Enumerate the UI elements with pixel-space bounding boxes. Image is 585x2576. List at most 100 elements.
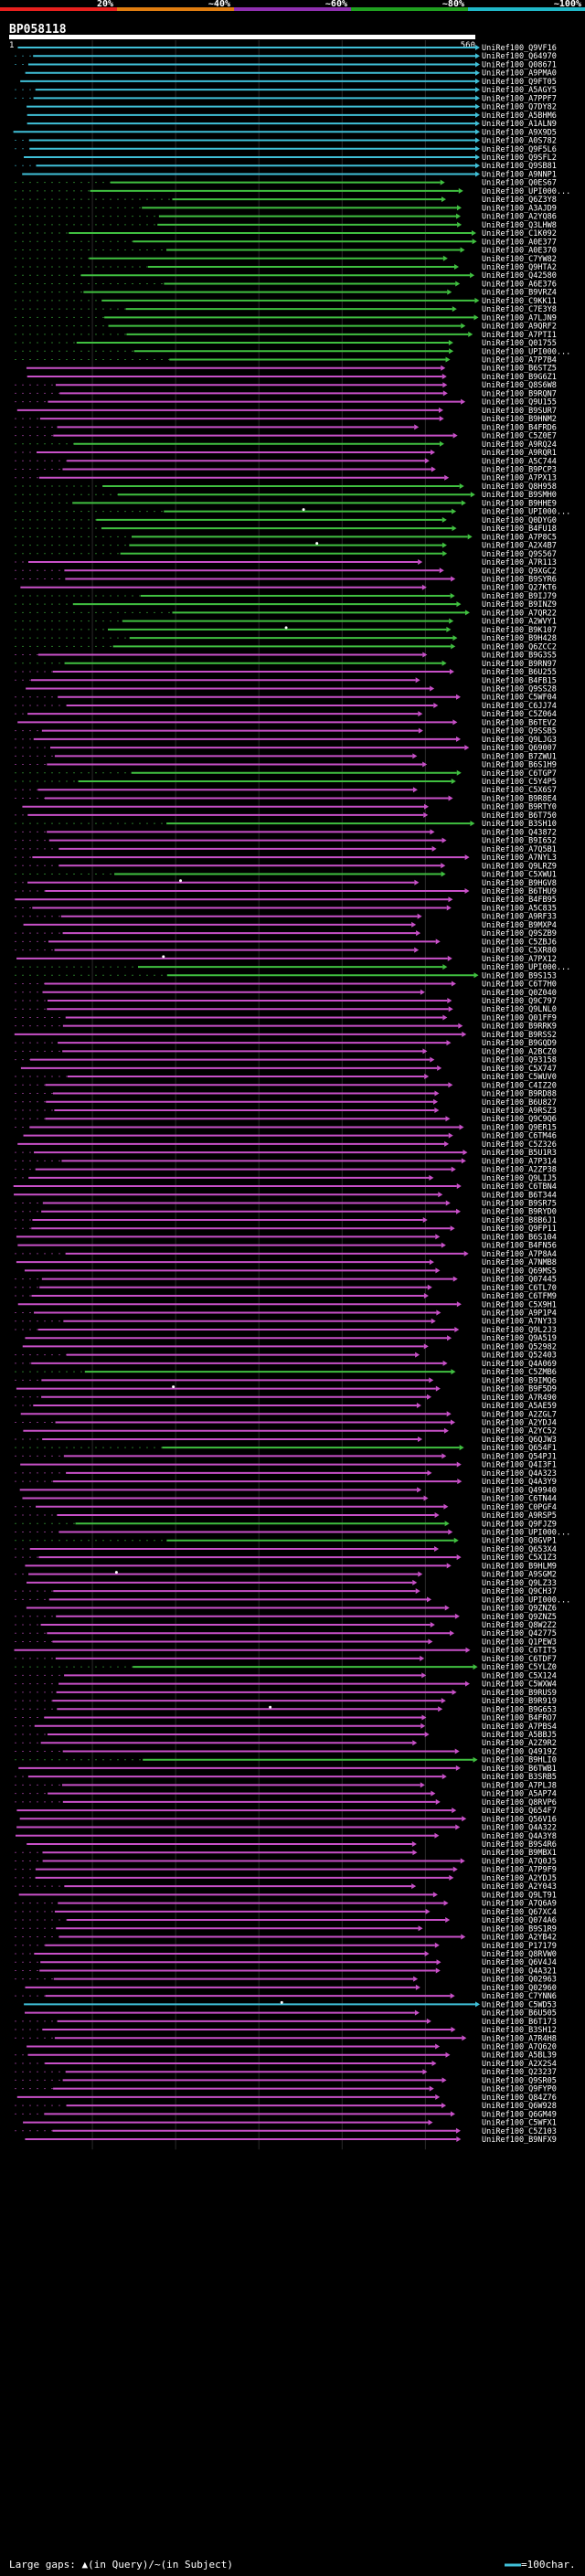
hit-label[interactable]: UniRef100_B6THU9 bbox=[482, 887, 557, 896]
hit-row[interactable]: UniRef100_Q02960 bbox=[25, 1984, 557, 1993]
hit-row[interactable]: UniRef100_C5X9H1 bbox=[17, 1300, 557, 1309]
hit-row[interactable]: UniRef100_Q9LJG3 bbox=[15, 736, 557, 745]
hit-label[interactable]: UniRef100_Q8GVP1 bbox=[482, 1537, 557, 1546]
hit-row[interactable]: UniRef100_Q52982 bbox=[22, 1342, 557, 1352]
hit-label[interactable]: UniRef100_Q9SS28 bbox=[482, 684, 557, 694]
hit-row[interactable]: UniRef100_Q42775 bbox=[15, 1629, 557, 1638]
hit-label[interactable]: UniRef100_Q3LHW8 bbox=[482, 221, 557, 230]
hit-label[interactable]: UniRef100_A9RSP5 bbox=[482, 1511, 557, 1521]
hit-row[interactable]: UniRef100_B6U505 bbox=[25, 2009, 557, 2019]
hit-row[interactable]: UniRef100_C5Y4P5 bbox=[15, 778, 557, 787]
hit-label[interactable]: UniRef100_B9K107 bbox=[482, 626, 557, 635]
hit-label[interactable]: UniRef100_Q654F1 bbox=[482, 1444, 557, 1453]
hit-row[interactable]: UniRef100_B4FB15 bbox=[15, 676, 557, 685]
hit-label[interactable]: UniRef100_A7QR22 bbox=[482, 609, 557, 618]
hit-row[interactable]: UniRef100_Q23237 bbox=[15, 2068, 557, 2077]
hit-row[interactable]: UniRef100_Q4A323 bbox=[15, 1469, 557, 1479]
hit-row[interactable]: UniRef100_A7PX12 bbox=[16, 955, 557, 964]
hit-label[interactable]: UniRef100_UPI000... bbox=[482, 1595, 570, 1605]
hit-row[interactable]: UniRef100_B4FN56 bbox=[17, 1242, 557, 1251]
hit-row[interactable]: UniRef100_Q01755 bbox=[15, 339, 557, 348]
hit-row[interactable]: UniRef100_A1ALN9 bbox=[27, 120, 557, 129]
hit-row[interactable]: UniRef100_B9MBX1 bbox=[15, 1849, 557, 1858]
hit-row[interactable]: UniRef100_A2YDJ5 bbox=[15, 1874, 557, 1883]
hit-row[interactable]: UniRef100_Q9LRZ9 bbox=[15, 862, 557, 871]
hit-row[interactable]: UniRef100_A7P7B4 bbox=[15, 356, 557, 366]
hit-label[interactable]: UniRef100_C5WD53 bbox=[482, 2000, 557, 2009]
hit-label[interactable]: UniRef100_B9RRK9 bbox=[482, 1023, 557, 1032]
hit-row[interactable]: UniRef100_Q01FF9 bbox=[15, 1013, 557, 1023]
hit-label[interactable]: UniRef100_Q9LT91 bbox=[482, 1891, 557, 1900]
hit-row[interactable]: UniRef100_Q84Z76 bbox=[16, 2094, 557, 2103]
hit-row[interactable]: UniRef100_A9PMA0 bbox=[25, 69, 557, 79]
hit-row[interactable]: UniRef100_Q0Z040 bbox=[15, 989, 557, 998]
hit-label[interactable]: UniRef100_C5ZMB6 bbox=[482, 1368, 557, 1377]
hit-label[interactable]: UniRef100_A2BCZ0 bbox=[482, 1047, 557, 1056]
hit-row[interactable]: UniRef100_Q8GVP1 bbox=[15, 1537, 557, 1546]
hit-label[interactable]: UniRef100_A0E377 bbox=[482, 238, 557, 247]
hit-row[interactable]: UniRef100_B9HGV8 bbox=[15, 879, 557, 888]
hit-label[interactable]: UniRef100_A9RF33 bbox=[482, 913, 557, 922]
hit-label[interactable]: UniRef100_A1ALN9 bbox=[482, 120, 557, 129]
hit-label[interactable]: UniRef100_C5ZBJ6 bbox=[482, 938, 557, 947]
hit-label[interactable]: UniRef100_Q49940 bbox=[482, 1486, 557, 1495]
hit-label[interactable]: UniRef100_A7PLJ8 bbox=[482, 1781, 557, 1790]
hit-row[interactable]: UniRef100_Q9LNL0 bbox=[15, 1005, 557, 1014]
hit-label[interactable]: UniRef100_Q9ER15 bbox=[482, 1123, 557, 1132]
hit-label[interactable]: UniRef100_Q4A322 bbox=[482, 1824, 557, 1833]
hit-label[interactable]: UniRef100_Q6GM49 bbox=[482, 2110, 557, 2119]
hit-row[interactable]: UniRef100_Q54PJ1 bbox=[15, 1452, 557, 1461]
hit-label[interactable]: UniRef100_A0S782 bbox=[482, 137, 557, 146]
hit-row[interactable]: UniRef100_UPI000... bbox=[15, 508, 570, 517]
hit-label[interactable]: UniRef100_A0E370 bbox=[482, 247, 557, 256]
hit-row[interactable]: UniRef100_B4FRD6 bbox=[15, 423, 557, 432]
hit-label[interactable]: UniRef100_Q42775 bbox=[482, 1629, 557, 1638]
hit-row[interactable]: UniRef100_C5ZMB6 bbox=[15, 1368, 557, 1377]
hit-row[interactable]: UniRef100_Q6ZCC2 bbox=[15, 642, 557, 652]
hit-label[interactable]: UniRef100_Q9L2J3 bbox=[482, 1326, 557, 1335]
hit-row[interactable]: UniRef100_A2YDJ4 bbox=[15, 1418, 557, 1427]
hit-label[interactable]: UniRef100_B4FB95 bbox=[482, 896, 557, 905]
hit-row[interactable]: UniRef100_Q49940 bbox=[19, 1486, 557, 1495]
hit-label[interactable]: UniRef100_Q9ZNZ6 bbox=[482, 1605, 557, 1614]
hit-label[interactable]: UniRef100_A7P314 bbox=[482, 1157, 557, 1166]
hit-label[interactable]: UniRef100_Q07445 bbox=[482, 1276, 557, 1285]
hit-label[interactable]: UniRef100_B9HNM2 bbox=[482, 415, 557, 424]
hit-label[interactable]: UniRef100_B9SR75 bbox=[482, 1200, 557, 1209]
hit-label[interactable]: UniRef100_Q9F5L6 bbox=[482, 145, 557, 154]
hit-label[interactable]: UniRef100_Q8H958 bbox=[482, 482, 557, 492]
hit-row[interactable]: UniRef100_B3SH12 bbox=[15, 2026, 557, 2035]
hit-row[interactable]: UniRef100_C5WUV0 bbox=[15, 1073, 557, 1082]
hit-row[interactable]: UniRef100_Q8H958 bbox=[15, 482, 557, 492]
hit-label[interactable]: UniRef100_B9G653 bbox=[482, 1705, 557, 1714]
hit-label[interactable]: UniRef100_Q9SSB5 bbox=[482, 727, 557, 737]
hit-label[interactable]: UniRef100_A9RQ24 bbox=[482, 440, 557, 450]
hit-row[interactable]: UniRef100_A7PTI1 bbox=[15, 331, 557, 340]
hit-label[interactable]: UniRef100_C5X1Z3 bbox=[482, 1553, 557, 1563]
hit-row[interactable]: UniRef100_A2X4B7 bbox=[15, 542, 557, 551]
hit-label[interactable]: UniRef100_Q9FJZ9 bbox=[482, 1520, 557, 1529]
hit-row[interactable]: UniRef100_C5XWU1 bbox=[15, 871, 557, 880]
hit-row[interactable]: UniRef100_Q1PEW3 bbox=[15, 1638, 557, 1647]
hit-label[interactable]: UniRef100_C0PGF4 bbox=[482, 1503, 557, 1512]
hit-row[interactable]: UniRef100_A7NMB8 bbox=[16, 1258, 557, 1267]
hit-row[interactable]: UniRef100_Q0ES67 bbox=[15, 179, 557, 188]
hit-label[interactable]: UniRef100_B4FN56 bbox=[482, 1242, 557, 1251]
hit-row[interactable]: UniRef100_A9P1P4 bbox=[15, 1309, 557, 1319]
hit-label[interactable]: UniRef100_B4FB15 bbox=[482, 676, 557, 685]
hit-label[interactable]: UniRef100_Q1PEW3 bbox=[482, 1638, 557, 1647]
hit-row[interactable]: UniRef100_Q9XGC2 bbox=[15, 567, 557, 576]
hit-label[interactable]: UniRef100_Q6W928 bbox=[482, 2102, 557, 2111]
hit-row[interactable]: UniRef100_B9IMQ6 bbox=[15, 1376, 557, 1385]
hit-row[interactable]: UniRef100_Q9FYP0 bbox=[15, 2085, 557, 2094]
hit-label[interactable]: UniRef100_A3AJD9 bbox=[482, 204, 557, 213]
hit-label[interactable]: UniRef100_Q9LIJ5 bbox=[482, 1174, 557, 1183]
hit-row[interactable]: UniRef100_C6TL70 bbox=[15, 1284, 557, 1293]
hit-label[interactable]: UniRef100_A2Z9R2 bbox=[482, 1739, 557, 1748]
hit-label[interactable]: UniRef100_Q654F7 bbox=[482, 1807, 557, 1816]
hit-row[interactable]: UniRef100_Q93158 bbox=[15, 1056, 557, 1065]
hit-label[interactable]: UniRef100_Q8RVP6 bbox=[482, 1798, 557, 1807]
hit-label[interactable]: UniRef100_B6U505 bbox=[482, 2009, 557, 2019]
hit-row[interactable]: UniRef100_A6E376 bbox=[15, 280, 557, 289]
hit-row[interactable]: UniRef100_B9G3S5 bbox=[15, 652, 557, 661]
